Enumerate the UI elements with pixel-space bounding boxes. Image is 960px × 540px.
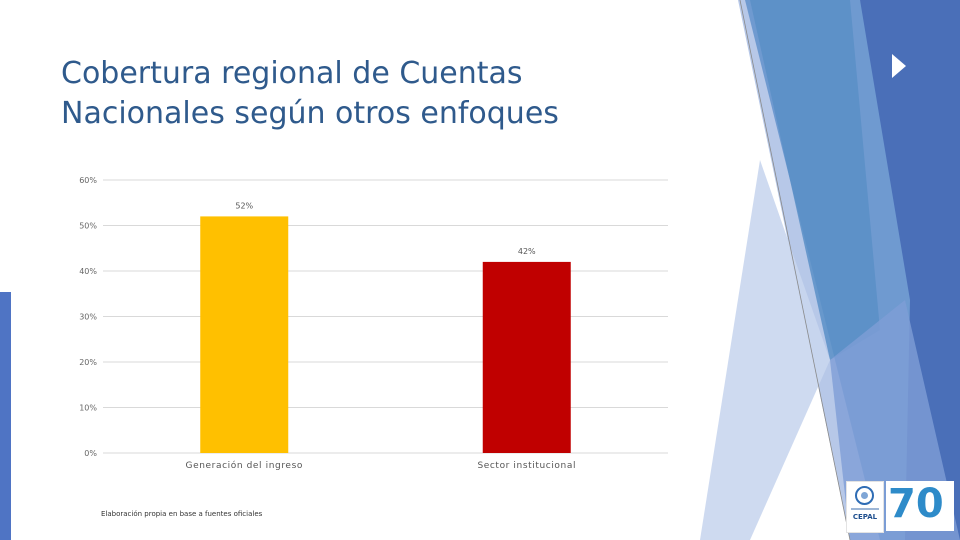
decor-line	[739, 0, 851, 540]
decor-band-dark	[860, 0, 960, 540]
x-category-label: Sector institucional	[477, 461, 576, 471]
un-emblem-icon	[855, 486, 874, 505]
source-note: Elaboración propia en base a fuentes ofi…	[101, 510, 263, 518]
y-tick-label: 60%	[79, 176, 97, 185]
decor-triangle-bullet	[892, 54, 906, 78]
decor-band-pale	[700, 160, 830, 540]
decor-left-strip	[0, 292, 11, 540]
bar-2	[482, 261, 571, 453]
page-title-line-1: Cobertura regional de Cuentas	[61, 56, 523, 91]
y-tick-label: 30%	[79, 313, 97, 322]
chart-gridlines	[103, 179, 668, 454]
y-tick-label: 0%	[84, 449, 97, 458]
anniversary-logo: 70	[886, 481, 954, 531]
bar-1	[200, 216, 289, 453]
y-tick-label: 20%	[79, 358, 97, 367]
page-title-line-2: Nacionales según otros enfoques	[61, 96, 559, 131]
logo-divider	[851, 508, 879, 510]
y-tick-label: 50%	[79, 222, 97, 231]
cepal-logo-text: CEPAL	[852, 513, 878, 521]
data-label: 52%	[235, 201, 253, 210]
chart-y-axis: 0% 10% 20% 30% 40% 50% 60%	[79, 176, 97, 458]
page-title: Cobertura regional de Cuentas Nacionales…	[61, 54, 661, 134]
x-category-label: Generación del ingreso	[186, 460, 303, 471]
decor-band-steel	[750, 0, 880, 360]
decor-band-soft	[830, 300, 960, 540]
anniversary-number: 70	[888, 481, 944, 527]
chart-bars	[200, 216, 571, 453]
cepal-logo: CEPAL	[846, 481, 884, 533]
chart-x-axis: Generación del ingreso Sector institucion…	[186, 460, 576, 471]
chart-data-labels: 52% 42%	[235, 201, 536, 256]
y-tick-label: 10%	[79, 404, 97, 413]
data-label: 42%	[518, 247, 536, 256]
y-tick-label: 40%	[79, 267, 97, 276]
